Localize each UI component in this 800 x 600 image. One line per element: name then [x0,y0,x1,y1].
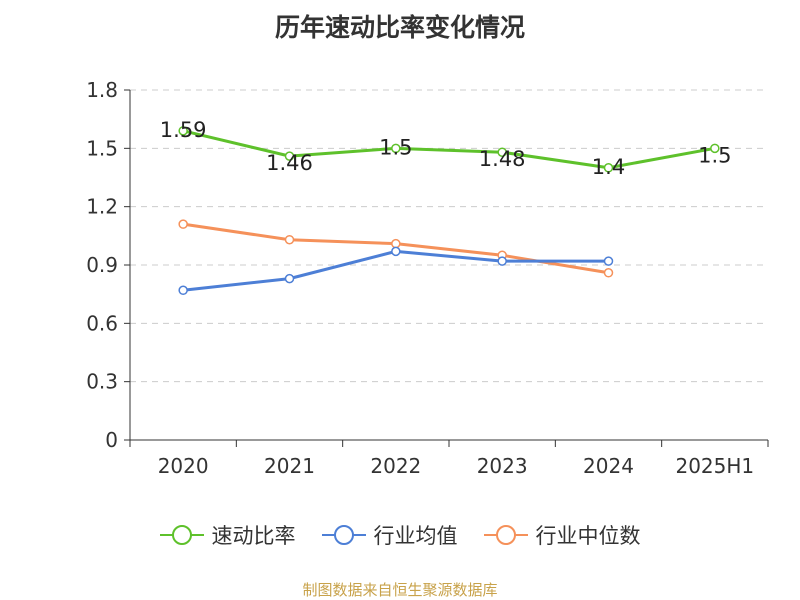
legend-label: 行业均值 [373,524,458,548]
series-line [183,249,609,292]
x-tick-label: 2024 [583,454,634,478]
data-point [178,219,188,229]
y-tick-label: 0.3 [86,370,118,394]
legend-item[interactable]: 速动比率 [159,520,296,550]
data-point [178,126,188,136]
data-point [603,268,614,278]
x-tick-label: 2023 [477,454,528,478]
legend-marker [333,525,354,545]
data-label: 1.48 [479,147,526,171]
data-point [391,238,401,249]
data-point [391,246,401,257]
y-tick-label: 1.8 [86,78,118,102]
data-label: 1.5 [698,143,731,167]
x-tick-label: 2021 [264,454,315,478]
x-tick-label: 2025H1 [675,454,754,478]
legend-label: 速动比率 [211,524,296,548]
y-tick-label: 1.2 [86,195,118,219]
data-point [497,256,507,266]
x-tick-label: 2022 [370,454,421,478]
legend-swatch-icon [159,525,204,545]
data-labels: 1.59 1.46 1.5 1.48 1.4 1.5 [160,118,732,179]
x-tick-label: 2020 [158,454,209,478]
legend-label: 行业中位数 [535,524,641,548]
y-tick-label: 0 [105,428,118,452]
legend-swatch-icon [321,525,366,545]
data-label: 1.5 [379,135,412,159]
legend-item[interactable]: 行业均值 [321,520,458,550]
legend: 速动比率 行业均值 行业中位数 [0,520,800,550]
source-note: 制图数据来自恒生聚源数据库 [302,581,498,599]
grid-lines [130,89,768,383]
data-point [178,285,188,296]
data-point [497,147,507,157]
data-label: 1.59 [160,118,207,142]
y-tick-label: 0.9 [86,253,118,277]
data-point [603,256,614,266]
data-label: 1.4 [592,155,625,179]
chart-title: 历年速动比率变化情况 [274,13,525,42]
series-line [182,129,716,170]
axes: 0 0.3 0.6 0.9 1.2 1.5 1.8 2020 2021 2022 2023 2024 2… [86,78,769,478]
data-point [284,234,295,245]
data-point [284,151,295,161]
legend-marker [171,525,192,545]
legend-item[interactable]: 行业中位数 [483,520,641,550]
data-point [710,143,720,154]
legend-marker [495,525,516,545]
data-point [603,163,614,173]
legend-swatch-icon [483,525,528,545]
y-tick-label: 0.6 [86,311,118,335]
data-point [284,273,295,284]
series-lines [178,126,720,296]
y-tick-label: 1.5 [86,136,118,160]
data-point [391,143,401,154]
data-label: 1.46 [266,151,313,175]
